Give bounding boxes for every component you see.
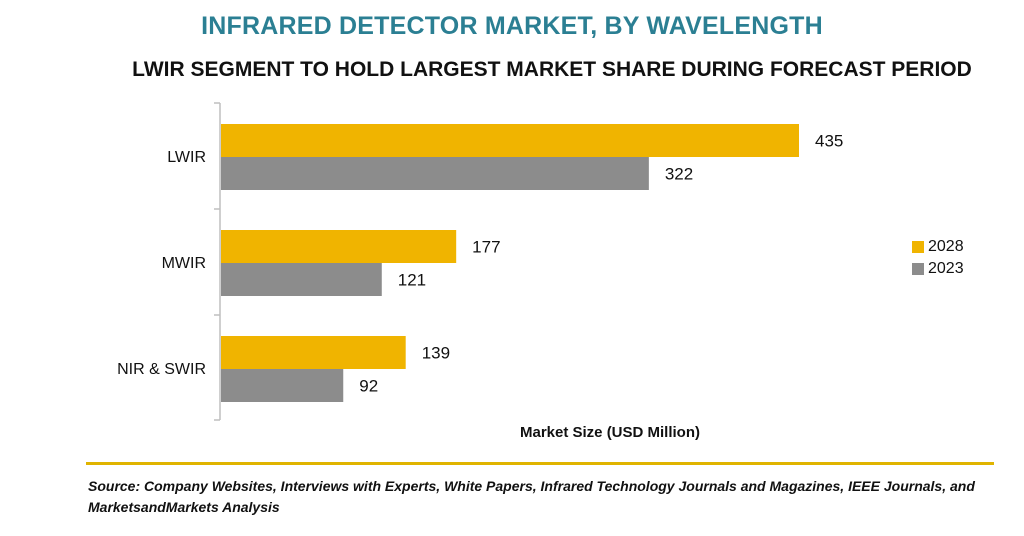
data-label: 322: [665, 165, 693, 184]
bar-2023-1: [221, 263, 382, 296]
bar-2028-0: [221, 124, 799, 157]
data-label: 435: [815, 132, 843, 151]
legend-label-2028: 2028: [928, 238, 964, 255]
source-note: Source: Company Websites, Interviews wit…: [88, 478, 975, 515]
data-label: 92: [359, 377, 378, 396]
legend-swatch-2028: [912, 241, 924, 253]
bars-group: 435 322 177 121 139 92: [221, 124, 843, 402]
category-label: LWIR: [167, 149, 206, 166]
data-label: 139: [422, 344, 450, 363]
legend-label-2023: 2023: [928, 260, 964, 277]
data-label: 177: [472, 238, 500, 257]
x-axis-label: Market Size (USD Million): [519, 424, 701, 441]
category-label: MWIR: [162, 255, 206, 272]
legend-swatch-2023: [912, 263, 924, 275]
bar-2028-2: [221, 336, 406, 369]
bar-2023-0: [221, 157, 649, 190]
chart-subtitle: LWIR SEGMENT TO HOLD LARGEST MARKET SHAR…: [132, 58, 972, 81]
data-label: 121: [398, 271, 426, 290]
bar-2023-2: [221, 369, 344, 402]
legend-item-2023: 2023: [912, 258, 964, 280]
bar-2028-1: [221, 230, 457, 263]
legend-item-2028: 2028: [912, 236, 964, 258]
footer-divider: [86, 462, 994, 465]
legend: 2028 2023: [912, 236, 964, 280]
category-label: NIR & SWIR: [117, 361, 206, 378]
chart-title: INFRARED DETECTOR MARKET, BY WAVELENGTH: [201, 12, 823, 40]
